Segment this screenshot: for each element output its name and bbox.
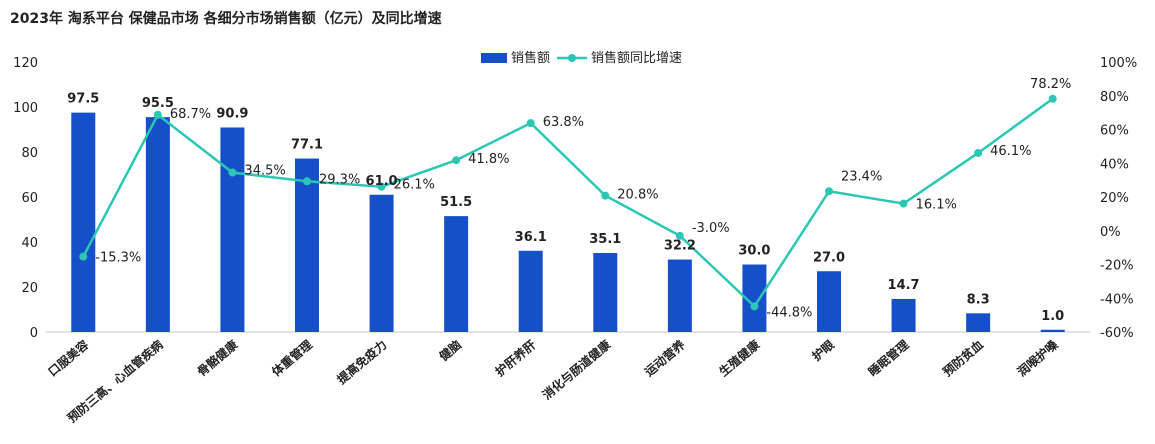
bar — [1040, 329, 1065, 332]
growth-value-label: 68.7% — [170, 107, 211, 122]
y-left-tick-label: 60 — [21, 191, 38, 206]
x-tick-label: 体重管理 — [269, 337, 315, 379]
bar — [71, 112, 96, 332]
legend: 销售额 销售额同比增速 — [481, 50, 682, 66]
x-tick-label: 护眼 — [809, 337, 837, 364]
y-left-tick-label: 100 — [13, 101, 38, 116]
bar — [444, 216, 469, 332]
x-tick-label: 骨骼健康 — [194, 336, 241, 379]
x-tick-label: 护肝养肝 — [492, 337, 538, 379]
y-left-tick-label: 40 — [21, 236, 38, 251]
x-tick-label: 提高免疫力 — [334, 337, 390, 387]
y-right-tick-label: 100% — [1100, 56, 1137, 71]
bar-value-label: 95.5 — [142, 96, 174, 111]
growth-point — [675, 231, 684, 240]
bar — [295, 158, 319, 332]
x-tick-label: 生殖健康 — [716, 336, 763, 379]
chart-title: 2023年 淘系平台 保健品市场 各细分市场销售额（亿元）及同比增速 — [10, 11, 442, 27]
growth-value-label: -3.0% — [692, 221, 730, 236]
growth-line — [79, 94, 1057, 311]
y-left-tick-label: 0 — [30, 326, 38, 341]
bar — [518, 250, 543, 332]
growth-point — [79, 252, 88, 261]
bar — [220, 127, 245, 332]
growth-point — [377, 182, 386, 191]
growth-value-label: 41.8% — [468, 152, 509, 167]
growth-line-path — [82, 97, 1054, 309]
growth-value-label: 63.8% — [543, 115, 584, 130]
bar-value-label: 90.9 — [216, 106, 248, 121]
growth-point — [303, 177, 311, 186]
bar — [891, 298, 916, 332]
data-labels: 97.5 95.5 90.9 77.1 61.0 51.5 36.1 35.1 32.2 30.0… — [67, 77, 1071, 324]
x-tick-label: 健脑 — [436, 337, 464, 364]
bar — [369, 194, 394, 332]
bar-value-label: 8.3 — [967, 292, 990, 307]
bar-value-label: 61.0 — [366, 174, 398, 189]
growth-value-label: 20.8% — [617, 188, 658, 203]
bar-value-label: 1.0 — [1041, 309, 1064, 324]
y-left-tick-label: 20 — [21, 281, 38, 296]
x-tick-label: 口服美容 — [45, 337, 91, 379]
bar-value-label: 27.0 — [813, 250, 845, 265]
bar — [817, 271, 841, 332]
growth-value-label: 29.3% — [319, 172, 360, 187]
bars — [71, 112, 1065, 332]
bar-value-label: 51.5 — [440, 195, 472, 210]
growth-value-label: 26.1% — [394, 178, 435, 193]
growth-point — [1048, 94, 1057, 103]
y-right-tick-label: 40% — [1100, 157, 1129, 172]
growth-point — [452, 156, 461, 165]
legend-bar-swatch — [481, 53, 507, 63]
growth-value-label: 78.2% — [1030, 77, 1071, 92]
y-right-tick-label: -40% — [1100, 292, 1134, 307]
y-right-tick-label: 60% — [1100, 124, 1129, 139]
bar — [667, 259, 692, 332]
growth-point — [228, 168, 237, 177]
bar-value-label: 30.0 — [738, 244, 770, 259]
bar-value-label: 14.7 — [888, 278, 920, 293]
growth-point — [526, 119, 535, 128]
y-right-tick-label: 0% — [1100, 225, 1121, 240]
x-tick-label: 运动营养 — [641, 337, 687, 379]
y-right-tick-label: -20% — [1100, 259, 1134, 274]
growth-value-label: 46.1% — [990, 144, 1031, 159]
growth-value-label: -15.3% — [95, 251, 141, 266]
x-tick-label: 润喉护嗓 — [1014, 336, 1061, 379]
y-right-tick-label: 20% — [1100, 191, 1129, 206]
legend-bar-label: 销售额 — [511, 50, 550, 66]
bar-value-label: 36.1 — [515, 230, 547, 245]
y-left-tick-label: 80 — [21, 146, 38, 161]
growth-point — [750, 302, 759, 311]
bar — [145, 117, 170, 332]
y-left-tick-label: 120 — [13, 56, 38, 71]
bar-value-label: 35.1 — [589, 232, 621, 247]
x-tick-label: 消化与肠道健康 — [539, 336, 614, 402]
bar-value-label: 97.5 — [67, 92, 99, 107]
bar-value-label: 32.2 — [664, 239, 696, 254]
legend-line-label: 销售额同比增速 — [591, 50, 682, 66]
growth-point — [601, 191, 610, 200]
y-right-tick-label: 80% — [1100, 90, 1129, 105]
growth-value-label: 23.4% — [841, 169, 882, 184]
growth-point — [825, 187, 833, 196]
bar — [966, 313, 991, 332]
x-tick-label: 睡眠管理 — [865, 337, 911, 379]
growth-value-label: -44.8% — [766, 305, 812, 320]
x-tick-label: 预防贫血 — [940, 337, 986, 379]
growth-point — [899, 199, 908, 208]
legend-line-marker — [568, 54, 576, 62]
growth-value-label: 16.1% — [916, 198, 957, 213]
bar — [593, 253, 618, 332]
growth-value-label: 34.5% — [244, 164, 285, 179]
y-right-tick-label: -60% — [1100, 326, 1134, 341]
growth-point — [153, 110, 162, 119]
growth-point — [974, 148, 983, 157]
bar-value-label: 77.1 — [291, 138, 323, 153]
